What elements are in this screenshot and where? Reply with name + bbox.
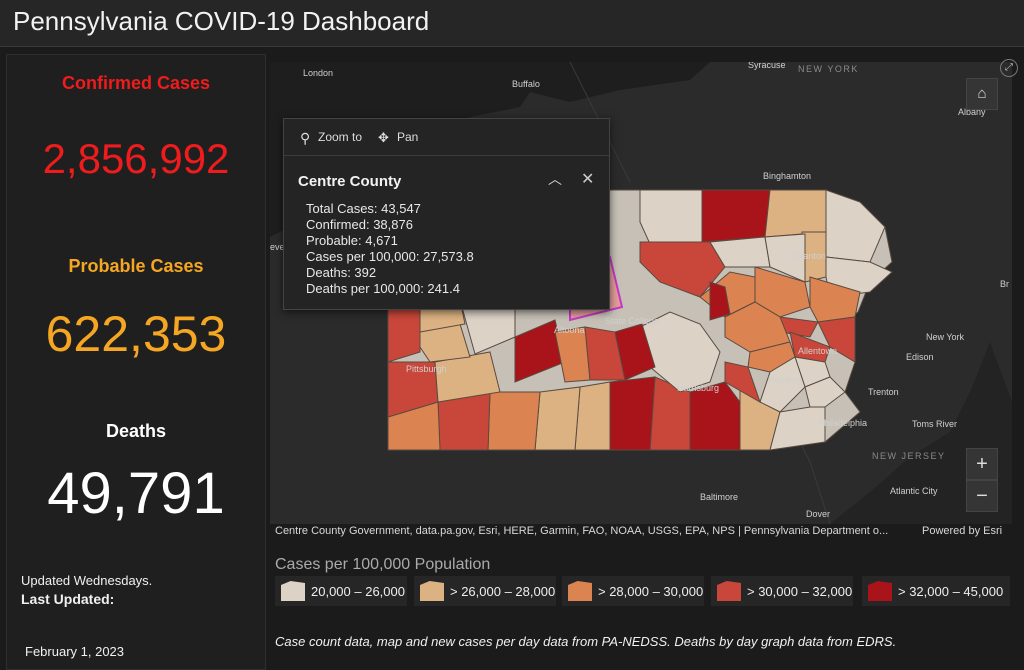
updated-note: Updated Wednesdays. [21,573,153,588]
county-cumberland[interactable] [639,311,721,393]
home-icon[interactable]: ⌂ [966,78,998,110]
legend-swatch-1 [281,581,305,601]
label-trenton: Trenton [868,387,899,397]
label-new-york-city: New York [926,332,965,342]
label-toms-river: Toms River [912,419,957,429]
legend-swatch-2 [420,581,444,601]
field-cases-per-100k: Cases per 100,000: 27,573.8 [306,249,474,264]
county-bradford[interactable] [764,189,827,238]
zoom-out-button[interactable]: − [966,480,998,512]
county-popup[interactable]: ⚲ Zoom to ✥ Pan Centre County ︿ ✕ Total … [283,118,610,310]
county-mifflin[interactable] [614,323,656,381]
field-deaths-per-100k: Deaths per 100,000: 241.4 [306,281,460,296]
zoom-to-icon: ⚲ [300,130,311,146]
confirmed-cases-label: Confirmed Cases [61,73,211,93]
legend-label-2: > 26,000 – 28,000 [450,584,556,599]
legend-title: Cases per 100,000 Population [275,556,491,573]
field-probable: Probable: 4,671 [306,233,398,248]
lake-erie [270,62,710,237]
expand-icon[interactable]: ⤢ [1000,59,1018,77]
legend-swatch-3 [568,581,592,601]
legend-swatch-4 [717,581,741,601]
label-albany: Albany [958,107,986,117]
popup-fields: Total Cases: 43,547 Confirmed: 38,876 Pr… [306,201,474,297]
dashboard-title: Pennsylvania COVID-19 Dashboard [13,6,430,36]
label-state-new-york: NEW YORK [798,64,859,74]
legend-item-3: > 28,000 – 30,000 [562,576,704,606]
data-source-note: Case count data, map and new cases per d… [275,634,897,649]
last-updated-label: Last Updated: [21,591,115,607]
deaths-label: Deaths [105,421,167,441]
label-harrisburg: Harrisburg [677,383,719,393]
field-total-cases: Total Cases: 43,547 [306,201,421,216]
map-attribution: Centre County Government, data.pa.gov, E… [275,525,1015,537]
field-confirmed: Confirmed: 38,876 [306,217,413,232]
legend-swatch-5 [868,581,892,601]
county-delaware[interactable] [769,406,826,451]
label-buffalo: Buffalo [512,79,540,89]
county-northampton[interactable] [817,316,856,363]
label-br: Br [1000,279,1009,289]
dashboard-header: Pennsylvania COVID-19 Dashboard [0,0,1024,47]
legend-label-1: 20,000 – 26,000 [311,584,405,599]
pan-icon: ✥ [378,130,389,145]
label-atlantic-city: Atlantic City [890,486,938,496]
close-icon[interactable]: ✕ [581,171,595,188]
label-scranton: Scranton [790,251,826,261]
probable-cases-value: 622,353 [45,306,227,362]
field-deaths: Deaths: 392 [306,265,377,280]
legend-item-4: > 30,000 – 32,000 [711,576,853,606]
legend-item-5: > 32,000 – 45,000 [862,576,1010,606]
legend-item-2: > 26,000 – 28,000 [414,576,556,606]
county-tioga[interactable] [701,189,771,243]
county-montgomery[interactable] [759,356,806,413]
zoom-to-button[interactable]: Zoom to [318,130,363,144]
stats-panel: Confirmed Cases 2,856,992 Probable Cases… [6,54,266,670]
county-fulton[interactable] [574,381,611,451]
county-westmoreland[interactable] [434,351,501,403]
popup-title: Centre County [298,173,402,190]
label-london: London [303,68,333,78]
popup-toolbar: ⚲ Zoom to ✥ Pan [284,119,609,156]
county-lebanon[interactable] [724,361,761,404]
county-philadelphia[interactable] [804,376,846,408]
collapse-chevron-up-icon[interactable]: ︿ [548,171,562,187]
legend-label-5: > 32,000 – 45,000 [898,584,1004,599]
county-bedford[interactable] [534,386,581,451]
label-edison: Edison [906,352,934,362]
county-franklin[interactable] [609,376,656,451]
label-reading: Reading [768,375,802,385]
label-pittsburgh: Pittsburgh [406,364,447,374]
county-beaver[interactable] [387,301,421,363]
county-somerset[interactable] [487,391,541,451]
legend-item-1: 20,000 – 26,000 [275,576,407,606]
probable-cases-label: Probable Cases [68,256,204,276]
legend-label-3: > 28,000 – 30,000 [598,584,704,599]
zoom-in-button[interactable]: + [966,448,998,480]
label-dover: Dover [806,509,830,519]
label-binghamton: Binghamton [763,171,811,181]
attribution-text: Centre County Government, data.pa.gov, E… [275,525,889,537]
label-allentown: Allentown [798,346,837,356]
last-updated-date: February 1, 2023 [25,644,125,659]
county-union[interactable] [709,281,731,321]
powered-by-esri[interactable]: Powered by Esri [922,525,1003,537]
deaths-value: 49,791 [47,461,225,526]
label-state-new-jersey: NEW JERSEY [872,451,946,461]
label-philadelphia: Philadelphia [818,418,867,428]
legend-label-4: > 30,000 – 32,000 [747,584,853,599]
label-state-college: State College [605,316,659,326]
label-syracuse: Syracuse [748,62,786,70]
pan-button[interactable]: Pan [397,130,419,144]
label-baltimore: Baltimore [700,492,738,502]
label-altoona: Altoona [554,325,585,335]
confirmed-cases-value: 2,856,992 [42,135,230,182]
label-clev: eve [270,242,285,252]
county-mckean[interactable] [639,189,703,245]
